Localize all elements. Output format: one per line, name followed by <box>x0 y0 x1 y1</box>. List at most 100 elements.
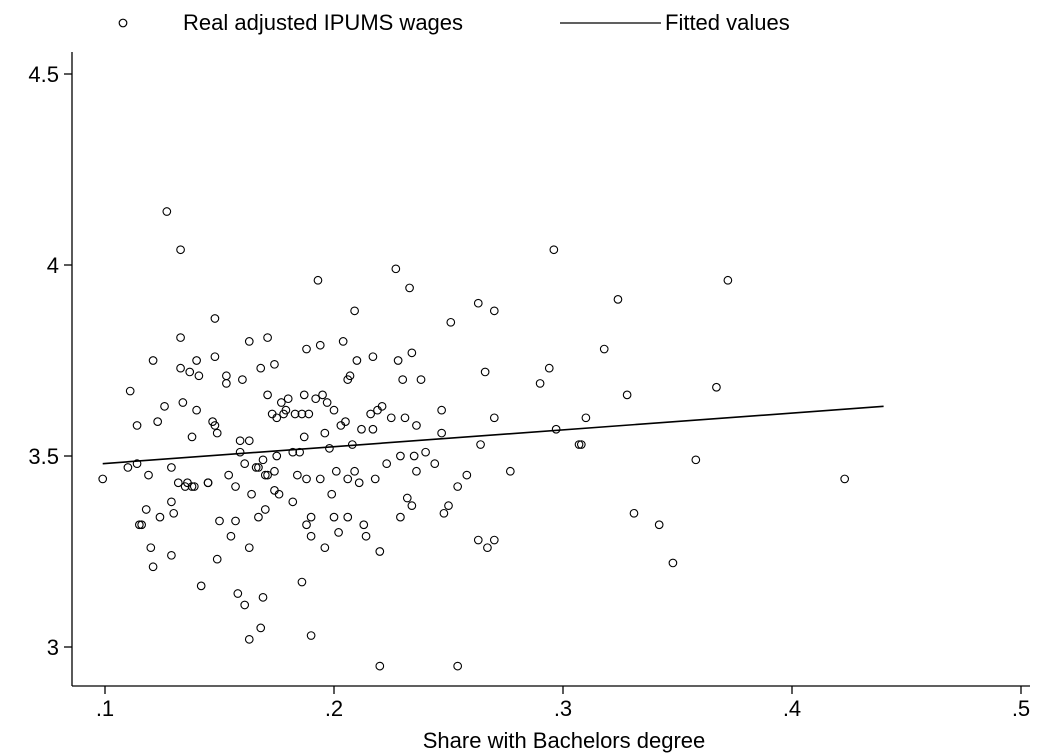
data-point <box>169 508 179 518</box>
data-point <box>306 512 316 522</box>
data-point <box>132 459 142 468</box>
data-point <box>251 463 261 472</box>
data-point <box>723 275 733 285</box>
data-point <box>187 432 197 442</box>
data-point <box>240 459 250 468</box>
data-point <box>412 421 421 430</box>
data-point <box>135 520 144 530</box>
data-point <box>331 466 341 476</box>
data-point <box>473 535 483 545</box>
data-point <box>189 482 199 491</box>
x-tick-label: .4 <box>783 696 801 721</box>
data-point <box>347 440 357 449</box>
data-point <box>473 298 483 308</box>
data-point <box>132 421 142 430</box>
data-point <box>329 512 339 522</box>
data-point <box>405 283 414 293</box>
data-point <box>402 493 412 503</box>
data-point <box>613 295 623 304</box>
data-point <box>476 440 485 449</box>
data-point <box>599 344 609 354</box>
data-point <box>712 382 721 392</box>
data-point <box>254 512 263 522</box>
data-point <box>258 455 268 465</box>
data-point <box>313 275 323 285</box>
data-point <box>343 474 353 484</box>
data-point <box>235 447 245 457</box>
data-point <box>210 352 220 362</box>
scatter-series <box>98 207 850 671</box>
data-point <box>146 543 156 553</box>
data-point <box>258 592 268 602</box>
data-point <box>247 489 256 499</box>
data-point <box>535 379 545 388</box>
data-point <box>483 543 492 553</box>
data-point <box>505 466 515 476</box>
data-point <box>400 413 410 423</box>
data-point <box>244 436 254 446</box>
data-point <box>398 375 408 384</box>
data-point <box>352 356 362 365</box>
data-point <box>311 394 321 404</box>
data-point <box>366 409 375 419</box>
data-point <box>334 528 343 537</box>
data-point <box>274 489 284 499</box>
legend-label-scatter: Real adjusted IPUMS wages <box>183 10 463 35</box>
data-point <box>430 459 440 468</box>
data-point <box>329 405 339 415</box>
data-point <box>654 520 664 530</box>
data-point <box>263 333 272 342</box>
data-point <box>272 451 282 461</box>
data-point <box>409 451 419 461</box>
data-point <box>489 306 499 316</box>
data-point <box>212 428 222 438</box>
legend-label-fitted: Fitted values <box>665 10 790 35</box>
data-point <box>576 440 586 449</box>
data-point <box>315 340 325 350</box>
data-point <box>240 600 250 610</box>
data-point <box>153 417 163 426</box>
data-point <box>622 390 632 400</box>
data-point <box>235 436 245 446</box>
data-point <box>155 512 165 522</box>
data-point <box>123 463 133 472</box>
data-point <box>551 424 561 434</box>
data-point <box>375 547 385 556</box>
data-point <box>370 474 380 484</box>
data-point <box>254 463 263 472</box>
data-point <box>295 447 305 457</box>
data-point <box>288 447 298 457</box>
data-point <box>318 390 327 400</box>
data-point <box>283 394 293 404</box>
data-point <box>320 543 330 553</box>
x-axis-title: Share with Bachelors degree <box>423 728 706 753</box>
data-point <box>293 470 302 480</box>
data-point <box>173 478 183 488</box>
data-point <box>407 501 417 511</box>
data-point <box>176 245 185 255</box>
data-point <box>148 356 158 365</box>
data-point <box>281 405 291 415</box>
y-tick-label: 3 <box>47 635 59 660</box>
data-point <box>148 562 158 572</box>
data-point <box>160 401 169 411</box>
data-point <box>194 371 204 381</box>
data-point <box>437 428 446 438</box>
data-point <box>297 577 307 587</box>
data-point <box>393 356 403 365</box>
data-point <box>222 371 231 381</box>
data-point <box>368 352 378 362</box>
data-point <box>260 470 270 480</box>
data-point <box>210 314 220 323</box>
data-point <box>549 245 559 255</box>
x-tick-label: .5 <box>1012 696 1030 721</box>
data-point <box>306 531 316 541</box>
data-point <box>382 459 392 468</box>
data-point <box>302 344 311 354</box>
data-point <box>167 463 176 472</box>
data-point <box>691 455 701 465</box>
data-point <box>338 337 348 346</box>
data-point <box>224 470 234 480</box>
data-point <box>361 531 371 541</box>
